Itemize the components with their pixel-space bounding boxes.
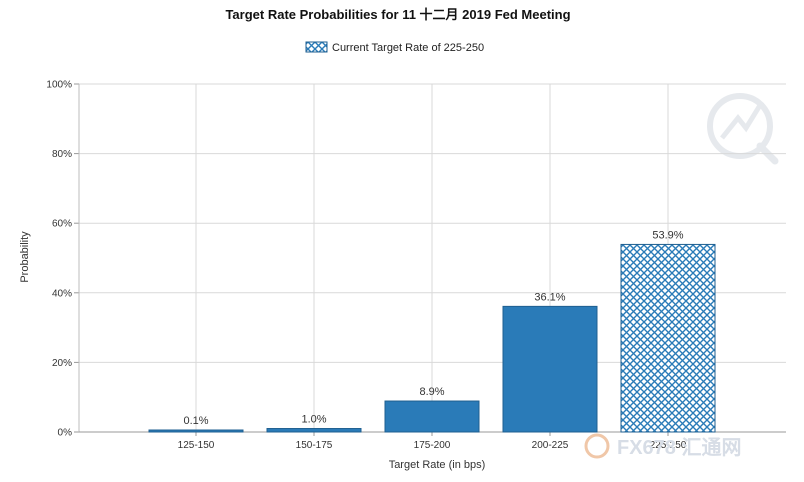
y-tick-label: 20% [52, 358, 72, 369]
x-tick-label: 125-150 [178, 440, 215, 451]
bar [620, 243, 716, 433]
y-tick-label: 60% [52, 219, 72, 230]
data-label: 8.9% [419, 386, 444, 398]
x-tick-label: 225-250 [650, 440, 687, 451]
x-tick-label: 175-200 [414, 440, 451, 451]
data-label: 1.0% [301, 414, 326, 426]
y-axis-title: Probability [19, 231, 31, 283]
bar [148, 429, 244, 433]
data-label: 0.1% [183, 415, 208, 427]
x-tick-label: 200-225 [532, 440, 569, 451]
watermark-logo [707, 93, 779, 165]
bar [384, 400, 480, 433]
y-tick-label: 0% [58, 428, 73, 439]
y-axis: 0% 20% 40% 60% 80% 100% [46, 80, 80, 439]
legend-label: Current Target Rate of 225-250 [332, 42, 484, 54]
y-tick-label: 80% [52, 149, 72, 160]
x-tick-label: 150-175 [296, 440, 333, 451]
watermark-text: FX678 汇通网 [617, 436, 741, 459]
chart-title: Target Rate Probabilities for 11 十二月 201… [225, 7, 570, 22]
bar [266, 428, 362, 433]
legend-swatch [305, 41, 328, 53]
bars: 0.1% 1.0% 8.9% 36.1% 53.9% [148, 229, 716, 433]
bar [502, 305, 598, 433]
x-axis-title: Target Rate (in bps) [389, 459, 486, 471]
y-tick-label: 100% [46, 80, 72, 91]
watermark-brand: FX678 汇通网 [584, 433, 741, 459]
legend[interactable]: Current Target Rate of 225-250 [305, 41, 484, 54]
data-label: 53.9% [652, 229, 683, 241]
y-tick-label: 40% [52, 288, 72, 299]
data-label: 36.1% [534, 291, 565, 303]
